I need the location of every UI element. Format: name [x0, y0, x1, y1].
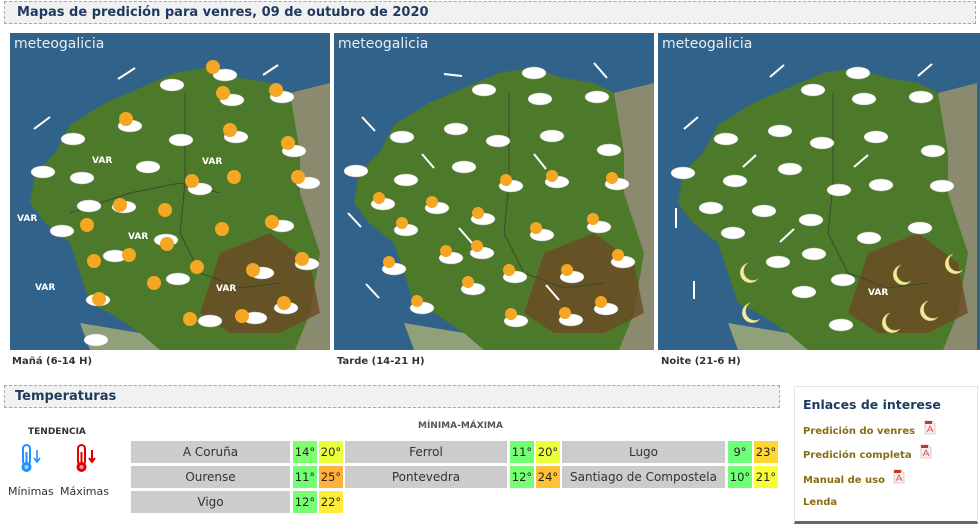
thermometer-down-blue-icon	[21, 444, 41, 472]
pdf-icon[interactable]	[893, 469, 905, 484]
min-temp: 9°	[728, 441, 752, 463]
tendencia-title: TENDENCIA	[28, 427, 86, 437]
var-label: VAR	[868, 288, 888, 298]
svg-text:VAR: VAR	[128, 232, 148, 242]
minimas-label: Mínimas	[8, 485, 54, 498]
min-temp: 12°	[293, 491, 317, 513]
temperatures-heading: Temperaturas	[4, 385, 780, 408]
max-temp: 25°	[319, 466, 343, 488]
link-manual-uso[interactable]: Manual de uso	[803, 475, 885, 486]
forecast-map-morning[interactable]: meteogalicia	[10, 33, 330, 350]
pdf-icon[interactable]	[920, 444, 932, 459]
svg-text:VAR: VAR	[17, 214, 37, 224]
link-predicion-venres[interactable]: Predición do venres	[803, 426, 916, 437]
min-temp: 11°	[293, 466, 317, 488]
link-lenda[interactable]: Lenda	[803, 497, 838, 508]
city-name: Santiago de Compostela	[562, 466, 725, 488]
max-temp: 20°	[536, 441, 560, 463]
pdf-icon[interactable]	[924, 420, 936, 435]
max-temp: 22°	[319, 491, 343, 513]
link-predicion-completa[interactable]: Predición completa	[803, 450, 912, 461]
minima-maxima-title: MÍNIMA-MÁXIMA	[418, 421, 503, 431]
meteogalicia-logo: meteogalicia	[662, 36, 753, 52]
caption-morning: Mañá (6-14 H)	[12, 356, 93, 367]
max-temp: 21°	[754, 466, 778, 488]
caption-afternoon: Tarde (14-21 H)	[337, 356, 425, 367]
forecast-map-afternoon[interactable]: meteogalicia	[334, 33, 654, 350]
svg-text:VAR: VAR	[216, 284, 236, 294]
city-name: Ferrol	[345, 441, 507, 463]
city-name: Lugo	[562, 441, 725, 463]
map-edge	[977, 33, 980, 350]
weather-symbols-morning: VAR VAR VAR VAR VAR VAR	[17, 60, 321, 347]
weather-symbols-afternoon	[343, 62, 636, 328]
max-temp: 20°	[319, 441, 343, 463]
max-temp: 24°	[536, 466, 560, 488]
maximas-label: Máximas	[60, 485, 109, 498]
svg-text:VAR: VAR	[92, 156, 112, 166]
city-name: Ourense	[131, 466, 290, 488]
links-panel: Enlaces de interese Predición do venres …	[794, 386, 978, 524]
city-name: A Coruña	[131, 441, 290, 463]
city-name: Pontevedra	[345, 466, 507, 488]
svg-text:VAR: VAR	[202, 157, 222, 167]
meteogalicia-logo: meteogalicia	[14, 36, 105, 52]
page-title: Mapas de predición para venres, 09 de ou…	[4, 1, 976, 24]
meteogalicia-logo: meteogalicia	[338, 36, 429, 52]
min-temp: 14°	[293, 441, 317, 463]
weather-symbols-night: VAR	[670, 63, 964, 333]
min-temp: 12°	[510, 466, 534, 488]
svg-text:VAR: VAR	[35, 283, 55, 293]
links-title: Enlaces de interese	[803, 397, 941, 412]
caption-night: Noite (21-6 H)	[661, 356, 741, 367]
forecast-map-night[interactable]: meteogalicia VAR	[658, 33, 977, 350]
thermometer-down-red-icon	[76, 444, 96, 472]
min-temp: 10°	[728, 466, 752, 488]
min-temp: 11°	[510, 441, 534, 463]
city-name: Vigo	[131, 491, 290, 513]
max-temp: 23°	[754, 441, 778, 463]
